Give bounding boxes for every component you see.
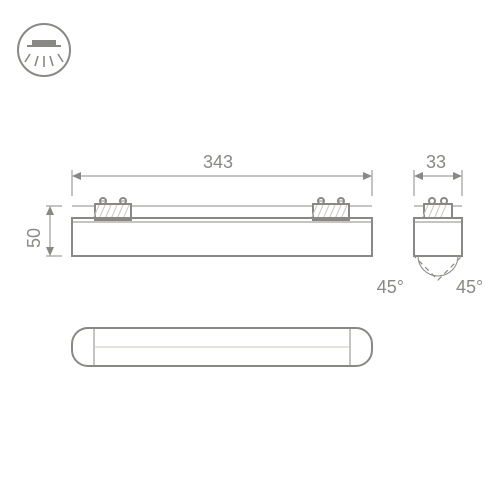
downlight-icon xyxy=(18,24,70,76)
dim-length-label: 343 xyxy=(203,152,233,172)
dim-height-label: 50 xyxy=(24,228,44,248)
angle-right-label: 45° xyxy=(456,277,483,297)
dim-width-label: 33 xyxy=(426,152,446,172)
bottom-view xyxy=(72,328,372,366)
dim-length xyxy=(72,170,372,196)
front-view xyxy=(72,198,372,256)
side-view xyxy=(414,198,462,280)
angle-left-label: 45° xyxy=(377,277,404,297)
